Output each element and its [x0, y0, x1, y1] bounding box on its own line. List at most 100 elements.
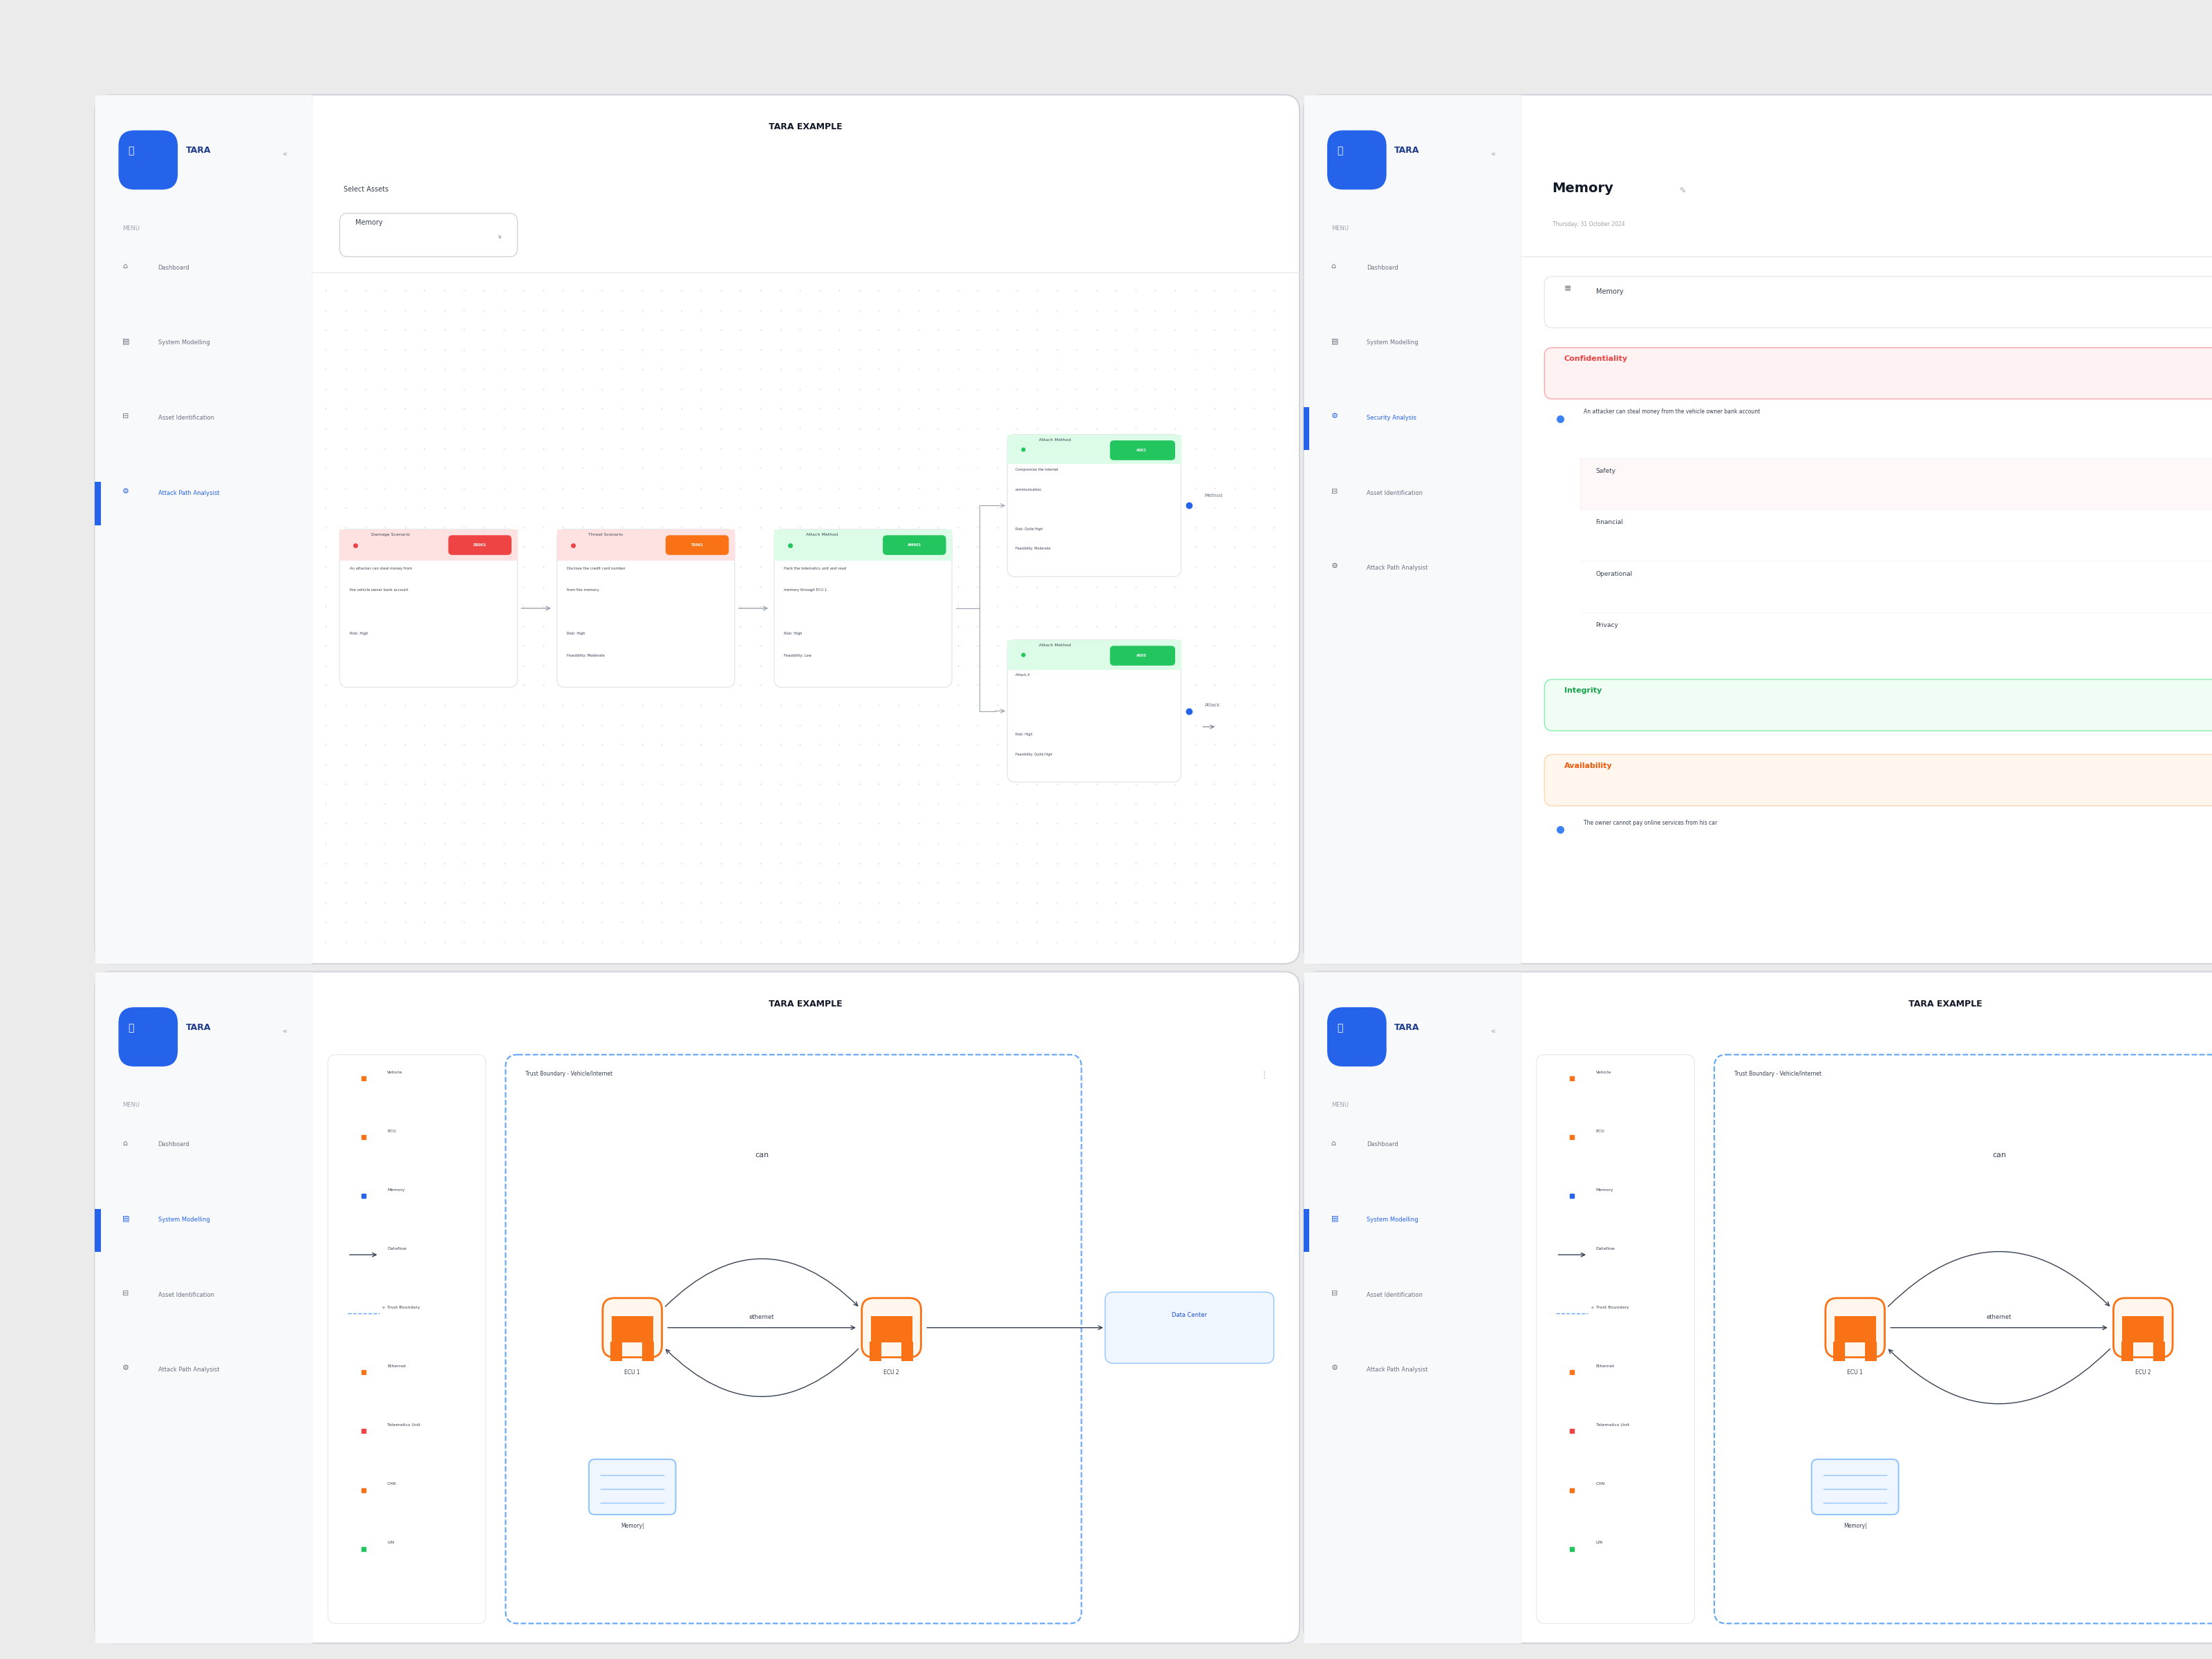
- Point: [407, 612, 442, 639]
- Point: [684, 474, 719, 501]
- Point: [427, 474, 462, 501]
- Point: [507, 317, 542, 343]
- Point: [960, 435, 995, 461]
- Text: Trust Boundary: Trust Boundary: [387, 1306, 420, 1309]
- Text: Memory|: Memory|: [1843, 1523, 1867, 1528]
- Point: [1256, 554, 1292, 581]
- Point: [307, 297, 343, 324]
- Point: [723, 752, 759, 778]
- Point: [723, 929, 759, 956]
- Text: ECU 2: ECU 2: [883, 1369, 900, 1375]
- Point: [860, 357, 896, 383]
- Point: [1217, 554, 1252, 581]
- Point: [544, 554, 580, 581]
- Point: [1217, 692, 1252, 718]
- Point: [624, 574, 659, 601]
- Point: [1217, 652, 1252, 679]
- Point: [387, 889, 422, 916]
- Point: [1157, 929, 1192, 956]
- Point: [1060, 849, 1095, 876]
- Point: [1060, 732, 1095, 758]
- Point: [1256, 652, 1292, 679]
- Point: [307, 514, 343, 541]
- Point: [507, 514, 542, 541]
- Point: [664, 435, 699, 461]
- Point: [664, 712, 699, 738]
- Text: Thursday, 31 October 2024: Thursday, 31 October 2024: [1553, 221, 1624, 227]
- Point: [624, 612, 659, 639]
- Point: [980, 909, 1015, 936]
- Point: [960, 810, 995, 836]
- Point: [487, 810, 522, 836]
- Point: [467, 474, 502, 501]
- Bar: [1303, 1209, 1310, 1253]
- Point: [763, 357, 799, 383]
- Point: [307, 435, 343, 461]
- Point: [507, 632, 542, 659]
- Point: [624, 395, 659, 421]
- Point: [487, 357, 522, 383]
- Point: [684, 692, 719, 718]
- Point: [1000, 574, 1035, 601]
- Point: [487, 554, 522, 581]
- Point: [880, 652, 916, 679]
- Point: [387, 752, 422, 778]
- Point: [1197, 632, 1232, 659]
- Point: [1040, 554, 1075, 581]
- Point: [980, 672, 1015, 698]
- Point: [644, 752, 679, 778]
- Point: [467, 791, 502, 818]
- Point: [743, 534, 779, 561]
- Text: Attack X: Attack X: [1015, 674, 1029, 677]
- Point: [920, 652, 956, 679]
- Point: [703, 889, 739, 916]
- Point: [783, 612, 818, 639]
- Point: [347, 277, 383, 304]
- Point: [347, 592, 383, 619]
- Point: [723, 574, 759, 601]
- Point: [803, 849, 838, 876]
- Point: [1020, 514, 1055, 541]
- Point: [487, 474, 522, 501]
- Point: [367, 692, 403, 718]
- Point: [1040, 435, 1075, 461]
- Point: [1020, 592, 1055, 619]
- Text: CAN: CAN: [1595, 1481, 1606, 1485]
- Point: [763, 574, 799, 601]
- Point: [447, 849, 482, 876]
- Point: [980, 297, 1015, 324]
- Point: [544, 692, 580, 718]
- Point: [1097, 494, 1133, 521]
- Point: [1020, 277, 1055, 304]
- Point: [900, 929, 936, 956]
- Point: [1000, 592, 1035, 619]
- Point: [544, 849, 580, 876]
- Point: [584, 909, 619, 936]
- Point: [821, 435, 856, 461]
- Point: [841, 692, 876, 718]
- Point: [841, 337, 876, 363]
- Point: [1237, 415, 1272, 441]
- Point: [564, 297, 599, 324]
- Point: [327, 632, 363, 659]
- Point: [960, 929, 995, 956]
- Point: [347, 830, 383, 856]
- Point: [880, 869, 916, 896]
- Point: [1237, 435, 1272, 461]
- FancyBboxPatch shape: [588, 1460, 675, 1515]
- Point: [1177, 830, 1212, 856]
- Text: Feasibility: Moderate: Feasibility: Moderate: [1015, 547, 1051, 551]
- Point: [1060, 652, 1095, 679]
- Point: [1117, 435, 1152, 461]
- FancyBboxPatch shape: [341, 214, 518, 257]
- Point: [684, 455, 719, 481]
- Point: [841, 810, 876, 836]
- Point: [1237, 929, 1272, 956]
- Point: [644, 534, 679, 561]
- Point: [447, 455, 482, 481]
- Point: [327, 415, 363, 441]
- Point: [841, 297, 876, 324]
- Point: [1060, 752, 1095, 778]
- Point: [684, 909, 719, 936]
- Point: [1237, 672, 1272, 698]
